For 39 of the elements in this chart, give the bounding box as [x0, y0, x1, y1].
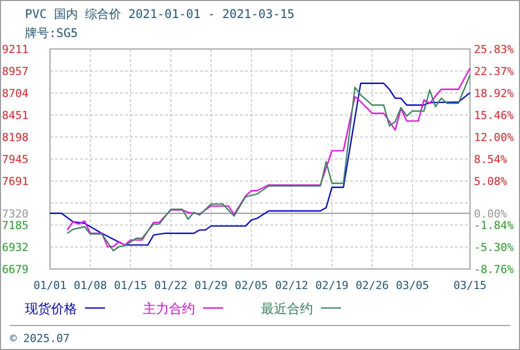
y2-tick-label: -8.76%: [474, 263, 514, 276]
y2-tick-label: -5.30%: [474, 240, 514, 254]
y2-tick-label: 22.37%: [474, 65, 514, 78]
y2-tick-label: 8.54%: [474, 152, 508, 166]
y-tick-label: 9211: [2, 43, 28, 56]
y-tick-label: 7691: [2, 175, 28, 188]
chart-subtitle: 牌号:SG5: [25, 26, 78, 40]
y2-tick-label: 25.83%: [474, 43, 514, 56]
y2-tick-label: 18.92%: [474, 86, 514, 100]
y2-tick-label: -1.84%: [474, 218, 514, 232]
x-tick-label: 02/05: [234, 279, 268, 292]
x-tick-label: 01/15: [114, 279, 148, 292]
y-tick-label: 7320: [2, 207, 28, 220]
x-tick-label: 01/08: [74, 279, 107, 292]
y-tick-label: 7185: [2, 219, 28, 232]
y-tick-label: 8451: [2, 109, 28, 122]
y-tick-label: 7945: [2, 153, 28, 166]
y2-tick-label: 12.00%: [474, 130, 514, 144]
legend-label: 最近合约: [261, 302, 313, 317]
x-tick-label: 02/19: [315, 279, 348, 292]
text: © 2025.07: [10, 332, 70, 345]
x-tick-label: 02/26: [356, 279, 389, 292]
chart-title: PVC 国内 综合价 2021-01-01 - 2021-03-15: [25, 7, 295, 21]
y2-tick-label: 15.46%: [474, 108, 514, 122]
legend-label: 主力合约: [143, 301, 195, 317]
x-tick-label: 02/12: [275, 279, 308, 292]
y2-tick-label: 0.00%: [474, 207, 508, 220]
y2-tick-label: 5.08%: [474, 174, 508, 188]
x-tick-label: 03/05: [396, 279, 430, 292]
y-tick-label: 8704: [2, 87, 29, 100]
x-tick-label: 01/01: [33, 279, 67, 292]
x-tick-label: 03/15: [453, 279, 487, 292]
x-tick-label: 01/22: [154, 279, 188, 292]
y-tick-label: 8957: [2, 65, 28, 78]
y-tick-label: 8198: [2, 131, 28, 144]
y-tick-label: 6932: [2, 241, 28, 254]
legend-label: 现货价格: [25, 302, 77, 317]
x-tick-label: 01/29: [194, 279, 228, 292]
y-tick-label: 6679: [2, 263, 28, 276]
